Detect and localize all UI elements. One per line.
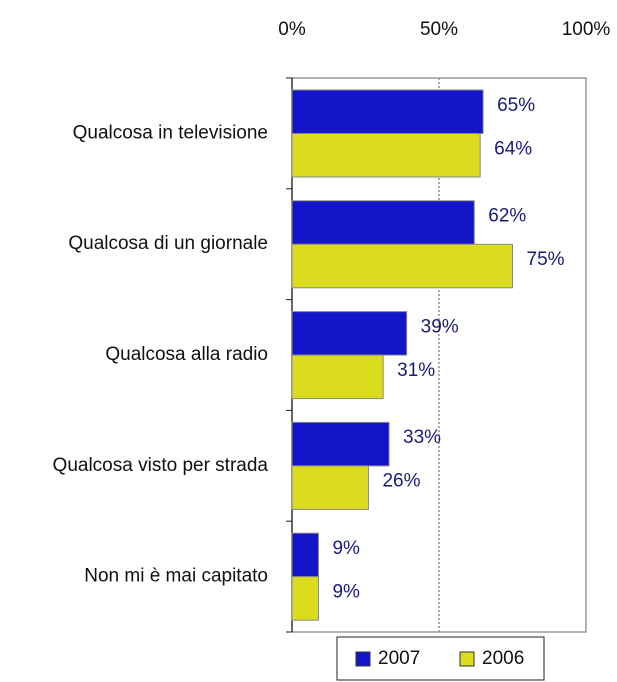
data-label: 9% — [332, 581, 360, 602]
data-label: 64% — [494, 138, 532, 159]
y-tick-label: Qualcosa di un giornale — [68, 233, 268, 254]
bar — [291, 532, 319, 578]
legend-box — [336, 636, 545, 681]
bar — [291, 465, 369, 510]
data-label: 9% — [332, 538, 360, 559]
legend-label: 2006 — [482, 648, 524, 669]
bar — [291, 576, 319, 621]
bar — [291, 133, 481, 178]
bar — [291, 421, 390, 467]
bar — [291, 89, 484, 134]
x-tick-label: 0% — [278, 19, 306, 40]
data-label: 31% — [397, 360, 435, 381]
legend-label: 2007 — [378, 648, 420, 669]
data-label: 62% — [488, 206, 526, 227]
bar — [291, 243, 513, 289]
bar — [291, 354, 384, 400]
data-label: 75% — [527, 249, 565, 270]
bar — [291, 200, 475, 245]
x-tick-label: 100% — [562, 19, 611, 40]
y-tick-label: Non mi è mai capitato — [84, 566, 268, 587]
y-tick-label: Qualcosa visto per strada — [53, 455, 269, 476]
legend-swatch — [355, 651, 371, 667]
y-tick-label: Qualcosa in televisione — [73, 122, 268, 143]
data-label: 33% — [403, 427, 441, 448]
bar — [291, 311, 408, 356]
y-tick-label: Qualcosa alla radio — [105, 344, 268, 365]
data-label: 26% — [382, 471, 420, 492]
data-label: 39% — [421, 316, 459, 337]
x-tick-label: 50% — [420, 19, 458, 40]
legend-swatch — [459, 651, 475, 667]
data-label: 65% — [497, 95, 535, 116]
